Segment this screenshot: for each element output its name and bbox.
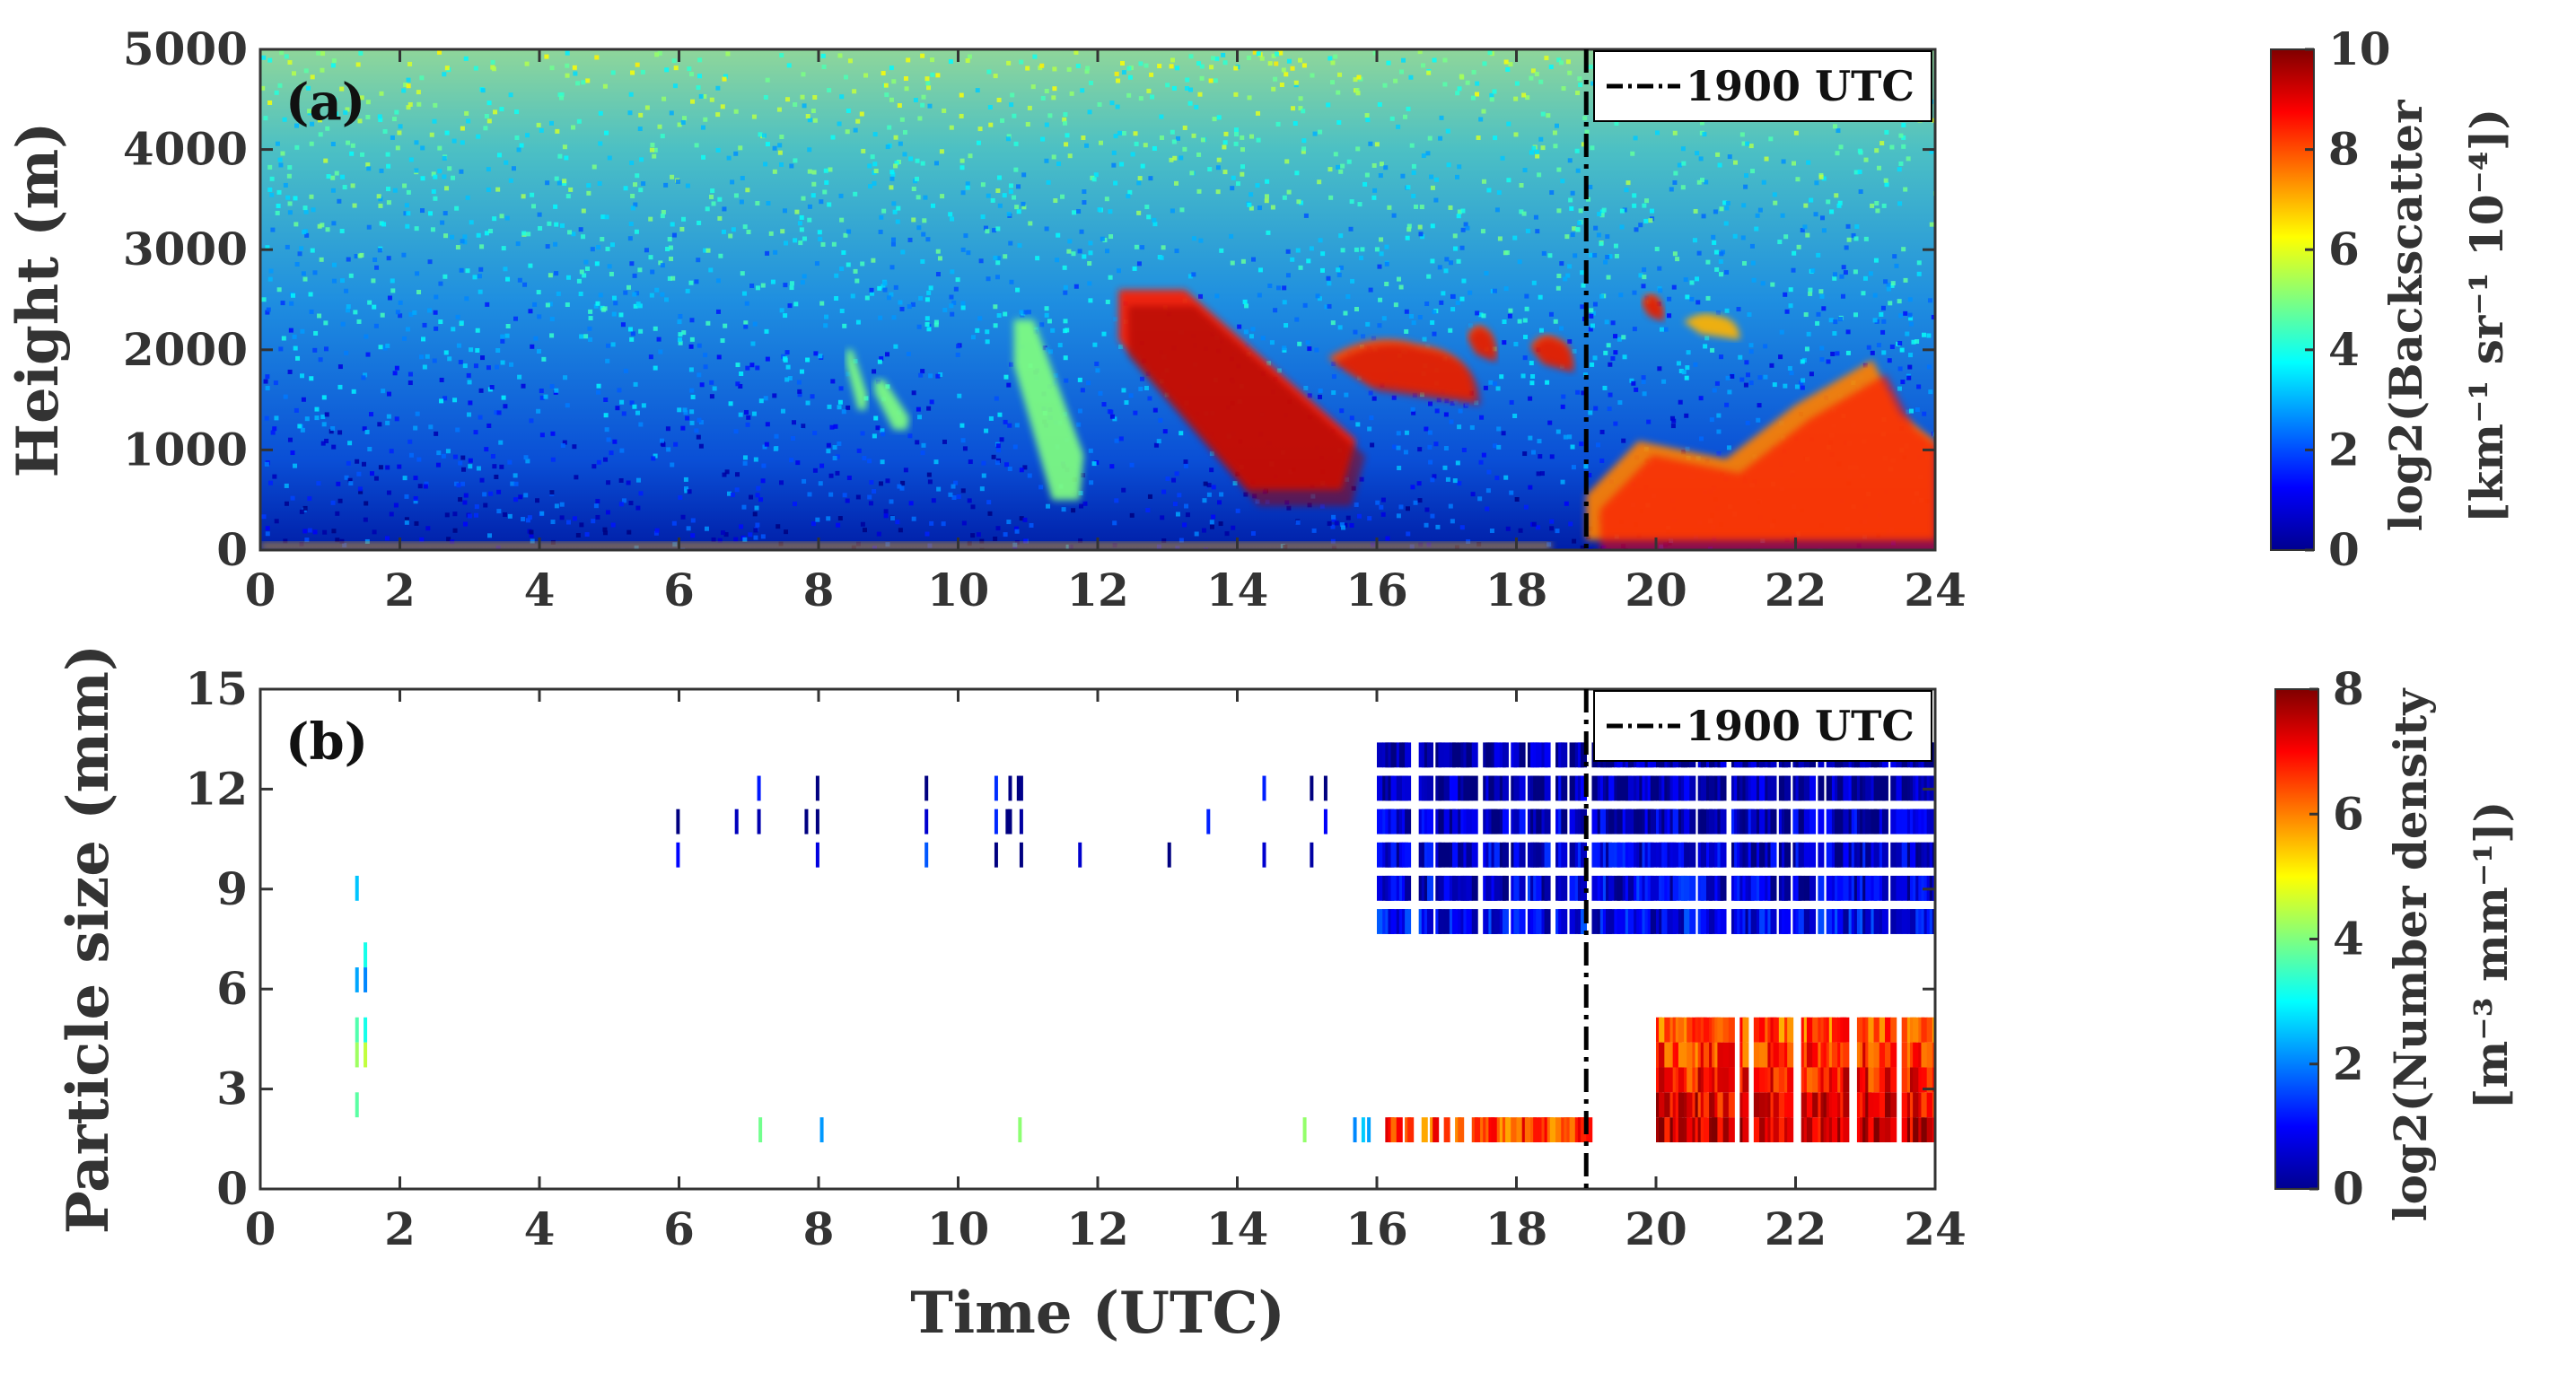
y-tick-label: 12 (185, 762, 248, 815)
colorbar-tick-label: 8 (2328, 123, 2360, 176)
colorbar-tick-label: 10 (2328, 22, 2391, 75)
y-tick-label: 6 (216, 962, 248, 1015)
panel-b-ylabel: Particle size (mm) (55, 644, 122, 1234)
y-tick-label: 0 (216, 1162, 248, 1215)
colorbar-tick-label: 4 (2328, 323, 2360, 376)
panel-a-y-ticks: 0 1000 2000 3000 4000 5000 (123, 22, 1935, 576)
y-tick-label: 2000 (123, 323, 248, 376)
x-tick-label: 12 (1066, 1202, 1129, 1255)
x-tick-label: 14 (1206, 564, 1269, 616)
cells-early-sparse (355, 875, 368, 1118)
x-tick-label: 8 (803, 564, 835, 616)
x-tick-label: 8 (803, 1202, 835, 1255)
backscatter-heatmap (260, 49, 1935, 550)
legend-a: 1900 UTC (1593, 50, 1932, 122)
cells-dense-small (1385, 1117, 1593, 1143)
x-tick-label: 0 (245, 564, 276, 616)
feature-cloud-6 (1684, 313, 1740, 340)
colorbar-tick-label: 2 (2328, 423, 2360, 476)
cells-peak-region (1656, 1017, 1935, 1143)
colorbar-tick-label: 2 (2333, 1037, 2364, 1090)
feature-streak-1 (846, 349, 868, 410)
x-tick-label: 6 (663, 564, 695, 616)
y-tick-label: 4000 (123, 123, 248, 176)
feature-fallstreak-1 (1013, 319, 1084, 501)
x-tick-label: 2 (384, 564, 416, 616)
y-tick-label: 0 (216, 523, 248, 576)
x-tick-label: 10 (927, 564, 990, 616)
x-tick-label: 18 (1485, 1202, 1548, 1255)
panel-b-label: (b) (285, 712, 368, 772)
colorbar-tick-label: 6 (2333, 787, 2364, 840)
x-tick-label: 20 (1625, 564, 1687, 616)
colorbar-a-label-1: log2(Backscatter (2379, 100, 2432, 531)
colorbar-tick-label: 8 (2333, 662, 2364, 715)
colorbar-b-ticks: 0 2 4 6 8 (2309, 662, 2364, 1215)
legend-b-text: 1900 UTC (1686, 702, 1914, 750)
y-tick-label: 3 (216, 1062, 248, 1115)
x-tick-label: 6 (663, 1202, 695, 1255)
x-tick-label: 16 (1345, 564, 1408, 616)
colorbar-tick-label: 0 (2328, 523, 2360, 576)
panel-b-y-ticks: 0 3 6 9 12 15 (185, 662, 1935, 1215)
x-tick-label: 10 (927, 1202, 990, 1255)
feature-cloud-5-core (1643, 295, 1664, 322)
feature-surface-layer (260, 542, 1552, 550)
panel-b-xlabel: Time (UTC) (910, 1280, 1285, 1347)
legend-b: 1900 UTC (1593, 690, 1932, 762)
feature-cloud-4-core (1531, 338, 1574, 373)
x-tick-label: 22 (1765, 1202, 1827, 1255)
panel-a-x-ticks: 0 2 4 6 8 10 12 14 16 18 20 22 24 (245, 49, 1967, 616)
cells-mid-day-small-sizes (758, 1117, 1371, 1143)
x-tick-label: 24 (1904, 564, 1967, 616)
x-tick-label: 4 (524, 564, 556, 616)
colorbar-a: 0 2 4 6 8 10 log2(Backscatter [km⁻¹ sr⁻¹ 10⁻⁴… (2270, 22, 2513, 576)
colorbar-a-ticks: 0 2 4 6 8 10 (2305, 22, 2391, 576)
colorbar-tick-label: 4 (2333, 913, 2364, 966)
panel-b-x-ticks: 0 2 4 6 8 10 12 14 16 18 20 22 24 (245, 689, 1967, 1255)
panel-a: 0 2 4 6 8 10 12 14 16 18 20 22 24 010002000300040005… (4, 22, 2513, 616)
colorbar-b-label-1: log2(Number density (2384, 687, 2437, 1222)
y-tick-label: 15 (185, 662, 248, 715)
panel-a-ylabel: Height (m) (4, 122, 72, 478)
x-tick-label: 14 (1206, 1202, 1269, 1255)
x-tick-label: 16 (1345, 1202, 1408, 1255)
x-tick-label: 20 (1625, 1202, 1687, 1255)
y-tick-label: 9 (216, 862, 248, 915)
colorbar-a-label-2: [km⁻¹ sr⁻¹ 10⁻⁴]) (2460, 109, 2513, 523)
colorbar-b-label-2: [m⁻³ mm⁻¹]) (2465, 801, 2518, 1110)
colorbar-b: 0 2 4 6 8 log2(Number density [m⁻³ mm⁻¹]) (2274, 662, 2518, 1222)
feature-cloud-main-core (1127, 305, 1366, 506)
y-tick-label: 1000 (123, 423, 248, 476)
x-tick-label: 24 (1904, 1202, 1967, 1255)
y-tick-label: 5000 (123, 22, 248, 75)
feature-cloud-3-core (1468, 328, 1497, 363)
legend-a-text: 1900 UTC (1686, 62, 1914, 110)
feature-cloud-2-core (1334, 345, 1481, 406)
colorbar-tick-label: 6 (2328, 223, 2360, 275)
x-tick-label: 0 (245, 1202, 276, 1255)
feature-streak-2 (874, 380, 910, 431)
x-tick-label: 4 (524, 1202, 556, 1255)
x-tick-label: 12 (1066, 564, 1129, 616)
y-tick-label: 3000 (123, 223, 248, 275)
feature-lower-cloud-core (1599, 374, 1935, 550)
panel-a-label: (a) (285, 73, 365, 132)
cells-mid-day-large-sizes (676, 775, 1327, 868)
x-tick-label: 18 (1485, 564, 1548, 616)
colorbar-tick-label: 0 (2333, 1162, 2364, 1215)
x-tick-label: 22 (1765, 564, 1827, 616)
x-tick-label: 2 (384, 1202, 416, 1255)
